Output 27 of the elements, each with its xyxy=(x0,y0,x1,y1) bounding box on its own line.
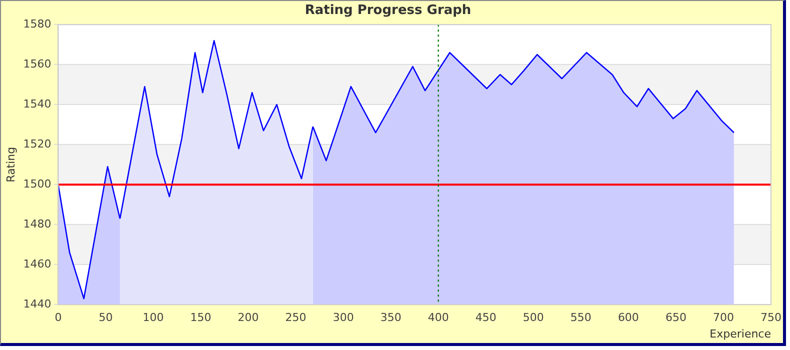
x-tick-label: 700 xyxy=(712,311,734,324)
x-tick-label: 400 xyxy=(428,311,449,324)
x-tick-label: 650 xyxy=(665,311,686,324)
y-tick-label: 1480 xyxy=(23,217,52,230)
x-tick-label: 750 xyxy=(760,311,782,324)
y-tick-label: 1440 xyxy=(23,297,52,310)
x-tick-label: 550 xyxy=(570,311,592,324)
y-axis-title: Rating xyxy=(4,146,18,182)
x-axis-title: Experience xyxy=(710,327,772,340)
y-tick-label: 1540 xyxy=(23,97,52,110)
x-tick-label: 300 xyxy=(332,311,354,324)
x-tick-label: 500 xyxy=(522,311,544,324)
y-tick-label: 1560 xyxy=(23,57,52,70)
x-tick-label: 200 xyxy=(238,311,259,324)
x-tick-label: 600 xyxy=(618,311,639,324)
chart-title: Rating Progress Graph xyxy=(304,3,472,18)
y-tick-label: 1520 xyxy=(23,137,52,150)
x-tick-label: 50 xyxy=(98,311,113,324)
y-tick-label: 1580 xyxy=(23,17,52,30)
x-tick-label: 100 xyxy=(142,311,164,324)
x-tick-label: 450 xyxy=(475,311,496,324)
x-tick-label: 0 xyxy=(54,311,62,324)
y-tick-label: 1460 xyxy=(23,257,52,270)
x-tick-label: 350 xyxy=(380,311,402,324)
x-tick-label: 150 xyxy=(190,311,212,324)
x-tick-label: 250 xyxy=(285,311,306,324)
y-tick-label: 1500 xyxy=(23,177,52,190)
